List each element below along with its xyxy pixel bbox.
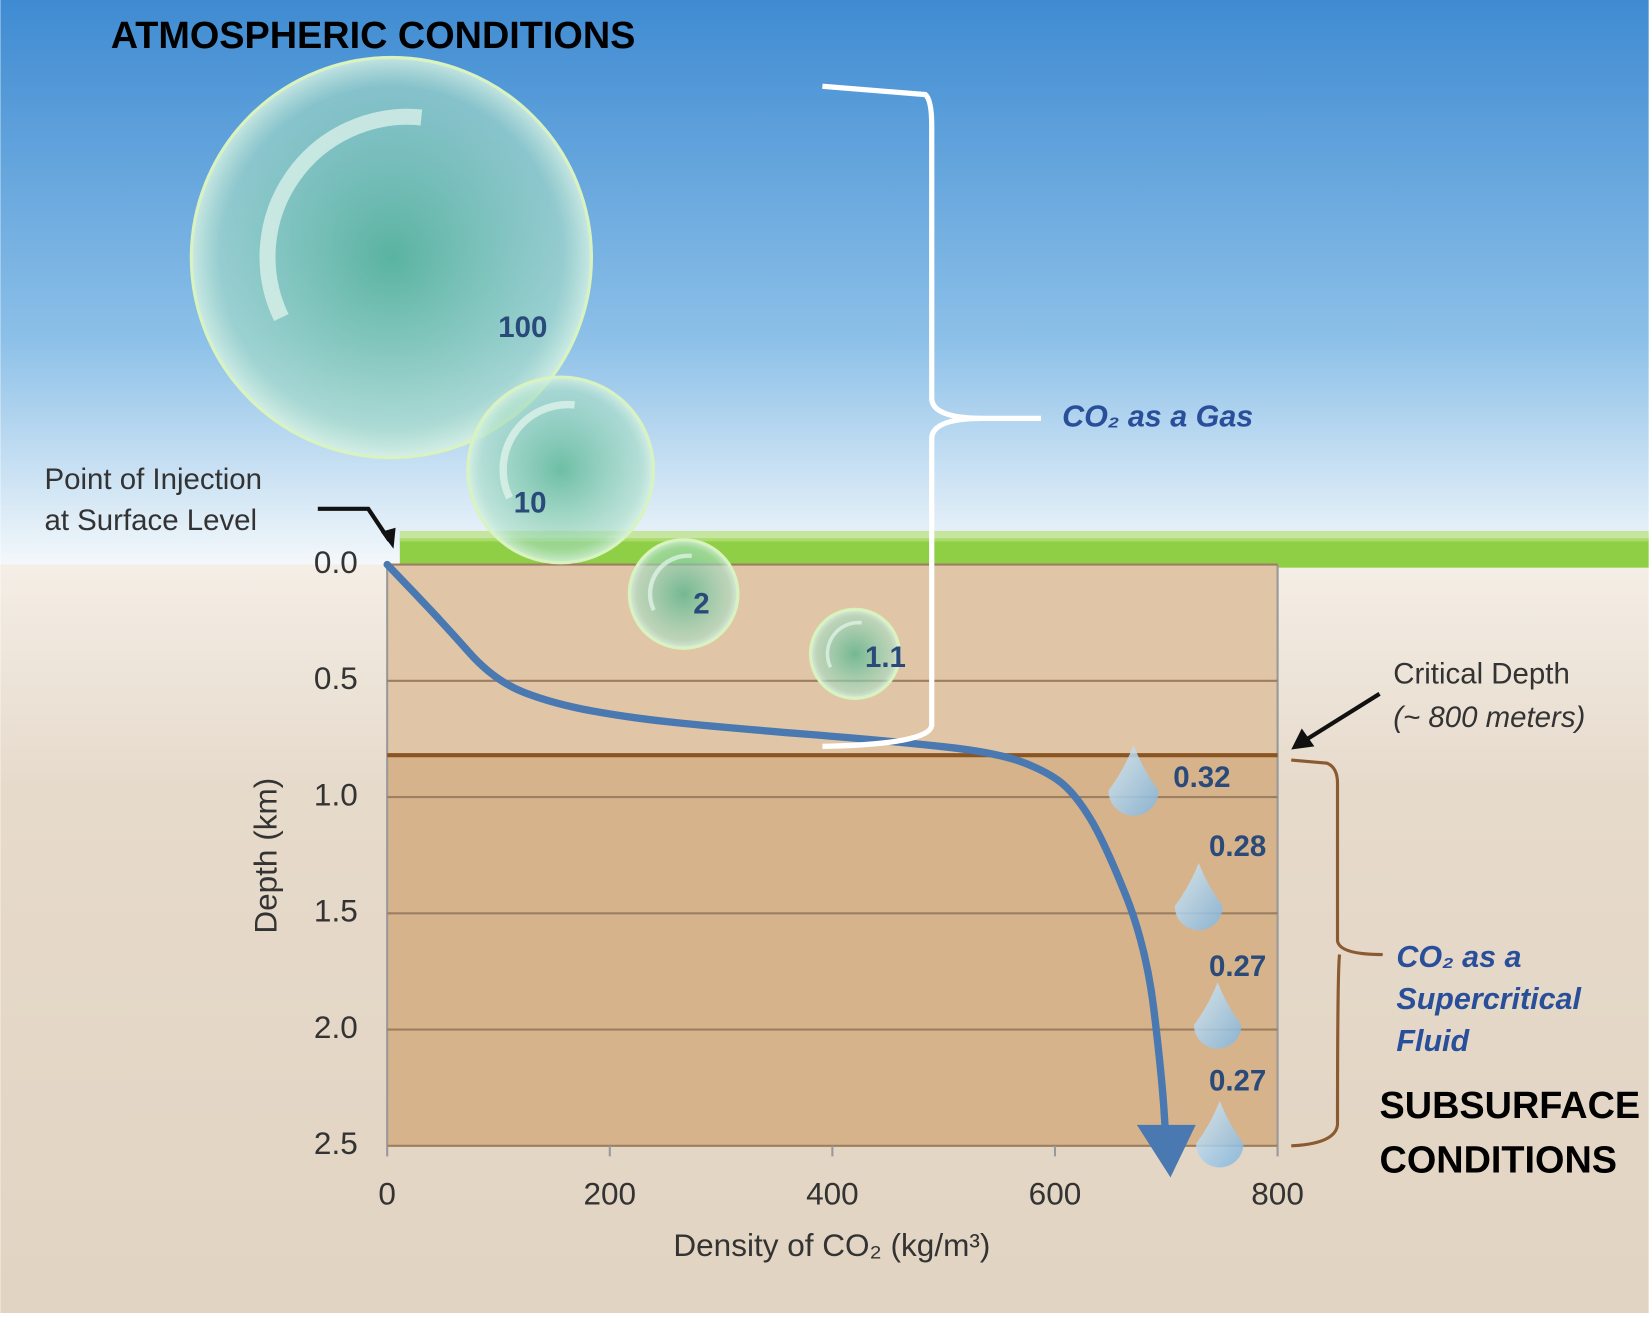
bubble-label: 10 (514, 486, 547, 519)
y-tick-label: 1.5 (314, 893, 358, 929)
annotation: (~ 800 meters) (1393, 701, 1585, 734)
x-axis-label: Density of CO₂ (kg/m³) (673, 1227, 990, 1263)
y-tick-label: 2.0 (314, 1009, 358, 1045)
annotation: at Surface Level (44, 504, 257, 537)
chart: 0.0 0.5 1.0 1.5 2.0 2.5 0 200 400 600 800 100 10 2 1.1… (0, 0, 1649, 1313)
annotation: CO₂ as a Gas (1062, 399, 1253, 433)
droplet-label: 0.27 (1209, 950, 1266, 983)
title: ATMOSPHERIC CONDITIONS (111, 15, 636, 57)
bubble-label: 2 (693, 587, 709, 620)
subtitle: SUBSURFACE (1380, 1085, 1641, 1127)
annotation: Supercritical (1396, 982, 1581, 1016)
subtitle: CONDITIONS (1380, 1140, 1617, 1182)
y-tick-label: 0.0 (314, 544, 358, 580)
annotation: Point of Injection (44, 463, 262, 496)
x-tick-label: 200 (583, 1176, 636, 1212)
x-tick-label: 400 (806, 1176, 859, 1212)
bubble-label: 100 (498, 311, 547, 344)
droplet-label: 0.32 (1173, 761, 1230, 794)
x-tick-label: 600 (1029, 1176, 1082, 1212)
annotation: Fluid (1396, 1024, 1470, 1058)
droplet-label: 0.27 (1209, 1065, 1266, 1098)
y-tick-label: 2.5 (314, 1125, 358, 1161)
annotation: CO₂ as a (1396, 940, 1521, 974)
y-tick-label: 0.5 (314, 660, 358, 696)
droplet-label: 0.28 (1209, 830, 1266, 863)
y-axis-label: Depth (km) (248, 778, 284, 934)
bubble-label: 1.1 (865, 641, 906, 674)
annotation: Critical Depth (1393, 658, 1570, 691)
x-tick-label: 800 (1251, 1176, 1304, 1212)
y-tick-label: 1.0 (314, 776, 358, 812)
x-tick-label: 0 (378, 1176, 396, 1212)
